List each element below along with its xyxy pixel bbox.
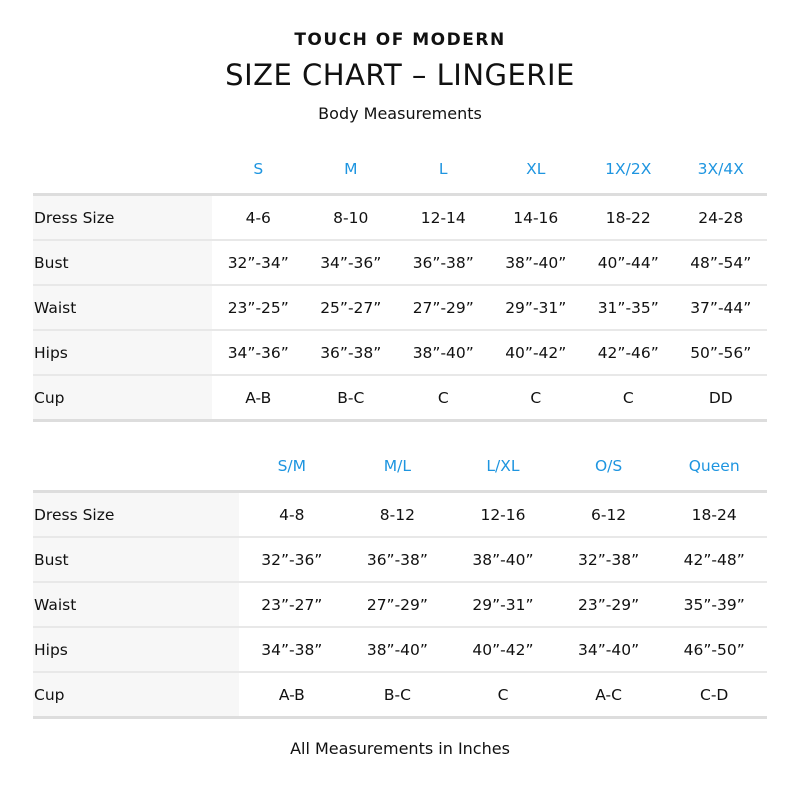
row-label: Cup bbox=[33, 672, 239, 719]
table-cell: 27”-29” bbox=[397, 285, 490, 331]
table-cell: 34”-38” bbox=[239, 627, 345, 673]
size-header: S/M bbox=[239, 442, 345, 493]
size-header: S bbox=[212, 145, 305, 196]
size-header: M bbox=[304, 145, 397, 196]
table-cell: 23”-29” bbox=[555, 582, 662, 628]
size-header: L/XL bbox=[450, 442, 556, 493]
table-cell: 38”-40” bbox=[450, 537, 556, 583]
table-cell: C-D bbox=[661, 672, 767, 719]
row-label: Dress Size bbox=[33, 194, 212, 241]
row-label: Dress Size bbox=[33, 491, 239, 538]
table-cell: 35”-39” bbox=[661, 582, 767, 628]
size-header: Queen bbox=[661, 442, 767, 493]
table-cell: 34”-36” bbox=[304, 240, 397, 286]
table-cell: C bbox=[450, 672, 556, 719]
table-cell: 36”-38” bbox=[304, 330, 397, 376]
table-cell: 29”-31” bbox=[489, 285, 582, 331]
size-header: L bbox=[397, 145, 490, 196]
row-label: Cup bbox=[33, 375, 212, 422]
header-empty bbox=[33, 442, 239, 493]
page-title: SIZE CHART – LINGERIE bbox=[225, 58, 575, 92]
table-cell: A-B bbox=[212, 375, 305, 422]
table-cell: 12-16 bbox=[450, 491, 556, 538]
table-cell: 32”-34” bbox=[212, 240, 305, 286]
size-header: 1X/2X bbox=[582, 145, 675, 196]
table-cell: 34”-40” bbox=[555, 627, 662, 673]
table-cell: 36”-38” bbox=[397, 240, 490, 286]
size-header: O/S bbox=[555, 442, 662, 493]
table-cell: 42”-46” bbox=[582, 330, 675, 376]
table-row: Hips 34”-38” 38”-40” 40”-42” 34”-40” 46”-50” bbox=[33, 627, 767, 673]
table-cell: B-C bbox=[344, 672, 451, 719]
table-cell: 8-10 bbox=[304, 194, 397, 241]
table-row: Cup A-B B-C C C C DD bbox=[33, 375, 767, 422]
table-cell: B-C bbox=[304, 375, 397, 422]
table-cell: 24-28 bbox=[674, 194, 767, 241]
size-header: XL bbox=[489, 145, 582, 196]
table-cell: 29”-31” bbox=[450, 582, 556, 628]
table-row: Dress Size 4-6 8-10 12-14 14-16 18-22 24-28 bbox=[33, 194, 767, 241]
row-label: Hips bbox=[33, 627, 239, 673]
row-label: Bust bbox=[33, 240, 212, 286]
table-row: Bust 32”-36” 36”-38” 38”-40” 32”-38” 42”-48” bbox=[33, 537, 767, 583]
header-empty bbox=[33, 145, 212, 196]
header-row: S M L XL 1X/2X 3X/4X bbox=[33, 145, 767, 196]
table-cell: 48”-54” bbox=[674, 240, 767, 286]
table-row: Cup A-B B-C C A-C C-D bbox=[33, 672, 767, 719]
brand-logo: TOUCH OF MODERN bbox=[294, 30, 506, 50]
page-subtitle: Body Measurements bbox=[318, 104, 482, 123]
table-cell: 23”-25” bbox=[212, 285, 305, 331]
header-row: S/M M/L L/XL O/S Queen bbox=[33, 442, 767, 493]
table-row: Hips 34”-36” 36”-38” 38”-40” 40”-42” 42”-46” 5… bbox=[33, 330, 767, 376]
table-cell: 31”-35” bbox=[582, 285, 675, 331]
size-table-standard: S M L XL 1X/2X 3X/4X Dress Size 4-6 8-10 12-14 14-… bbox=[33, 145, 767, 422]
table-cell: 46”-50” bbox=[661, 627, 767, 673]
table-cell: 27”-29” bbox=[344, 582, 451, 628]
table-cell: 34”-36” bbox=[212, 330, 305, 376]
table-cell: 23”-27” bbox=[239, 582, 345, 628]
table-cell: C bbox=[489, 375, 582, 422]
table-cell: 32”-36” bbox=[239, 537, 345, 583]
table-cell: C bbox=[397, 375, 490, 422]
table-cell: 4-8 bbox=[239, 491, 345, 538]
table-cell: DD bbox=[674, 375, 767, 422]
table-cell: 50”-56” bbox=[674, 330, 767, 376]
row-label: Bust bbox=[33, 537, 239, 583]
table-cell: 38”-40” bbox=[489, 240, 582, 286]
size-table-combined: S/M M/L L/XL O/S Queen Dress Size 4-8 8-12 12-16… bbox=[33, 442, 767, 719]
table-cell: 14-16 bbox=[489, 194, 582, 241]
table-cell: 18-24 bbox=[661, 491, 767, 538]
size-header: 3X/4X bbox=[674, 145, 767, 196]
table-cell: C bbox=[582, 375, 675, 422]
row-label: Waist bbox=[33, 285, 212, 331]
table-cell: 42”-48” bbox=[661, 537, 767, 583]
table-cell: 18-22 bbox=[582, 194, 675, 241]
table-row: Waist 23”-27” 27”-29” 29”-31” 23”-29” 35”-39” bbox=[33, 582, 767, 628]
row-label: Waist bbox=[33, 582, 239, 628]
table-cell: 36”-38” bbox=[344, 537, 451, 583]
table-cell: 12-14 bbox=[397, 194, 490, 241]
table-cell: 38”-40” bbox=[397, 330, 490, 376]
table-row: Dress Size 4-8 8-12 12-16 6-12 18-24 bbox=[33, 491, 767, 538]
footer-note: All Measurements in Inches bbox=[290, 739, 510, 758]
table-cell: 37”-44” bbox=[674, 285, 767, 331]
table-cell: 40”-42” bbox=[489, 330, 582, 376]
table-cell: 6-12 bbox=[555, 491, 662, 538]
table-cell: 38”-40” bbox=[344, 627, 451, 673]
table-cell: A-C bbox=[555, 672, 662, 719]
table-cell: 40”-44” bbox=[582, 240, 675, 286]
table-cell: 32”-38” bbox=[555, 537, 662, 583]
row-label: Hips bbox=[33, 330, 212, 376]
table-cell: A-B bbox=[239, 672, 345, 719]
table-cell: 4-6 bbox=[212, 194, 305, 241]
size-header: M/L bbox=[344, 442, 451, 493]
table-row: Bust 32”-34” 34”-36” 36”-38” 38”-40” 40”-44” 4… bbox=[33, 240, 767, 286]
table-row: Waist 23”-25” 25”-27” 27”-29” 29”-31” 31”-35”… bbox=[33, 285, 767, 331]
table-cell: 8-12 bbox=[344, 491, 451, 538]
table-cell: 25”-27” bbox=[304, 285, 397, 331]
table-cell: 40”-42” bbox=[450, 627, 556, 673]
